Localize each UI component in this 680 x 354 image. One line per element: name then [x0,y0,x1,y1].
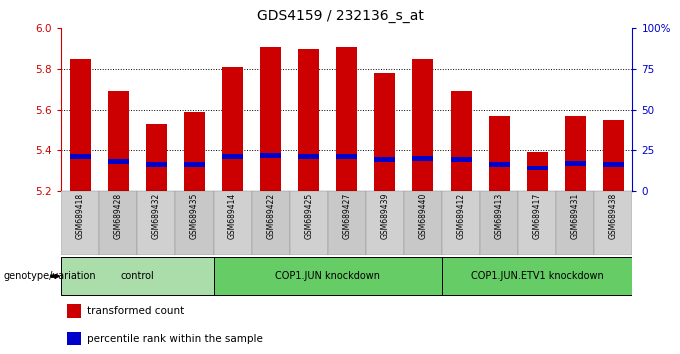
Bar [565,161,585,166]
Text: control: control [120,271,154,281]
Bar [61,191,99,255]
Bar [99,191,137,255]
Text: GSM689418: GSM689418 [75,193,85,239]
Bar [222,154,243,159]
Bar [413,59,433,191]
Text: GSM689412: GSM689412 [456,193,466,239]
Bar [337,154,357,159]
Bar [137,191,175,255]
Bar [290,191,328,255]
Bar [603,162,624,167]
Bar [442,257,632,295]
Bar [260,47,281,191]
Bar [299,154,319,159]
Bar [527,166,547,170]
Bar [328,191,366,255]
Bar [366,191,404,255]
Text: genotype/variation: genotype/variation [3,271,96,281]
Bar [337,47,357,191]
Bar [146,162,167,167]
Bar [442,191,480,255]
Bar [451,158,471,162]
Bar [70,59,90,191]
Text: GSM689425: GSM689425 [304,193,313,239]
Text: GSM689439: GSM689439 [380,193,390,239]
Bar [108,91,129,191]
Text: COP1.JUN.ETV1 knockdown: COP1.JUN.ETV1 knockdown [471,271,604,281]
Text: GSM689413: GSM689413 [494,193,504,239]
Text: transformed count: transformed count [87,306,184,316]
Bar [556,191,594,255]
Bar [184,112,205,191]
Bar [175,191,214,255]
Bar [61,257,214,295]
Bar [603,120,624,191]
Text: GSM689422: GSM689422 [266,193,275,239]
Bar [413,156,433,161]
Bar [146,124,167,191]
Bar [260,153,281,158]
Bar [594,191,632,255]
Bar [480,191,518,255]
Bar [67,304,81,318]
Bar [67,332,81,345]
Bar [404,191,442,255]
Bar [214,257,442,295]
Bar [222,67,243,191]
Text: GSM689435: GSM689435 [190,193,199,239]
Text: GSM689438: GSM689438 [609,193,618,239]
Bar [70,154,90,159]
Bar [451,91,471,191]
Text: GSM689432: GSM689432 [152,193,161,239]
Bar [489,162,509,167]
Bar [184,162,205,167]
Bar [489,116,509,191]
Bar [375,73,395,191]
Bar [299,48,319,191]
Text: GDS4159 / 232136_s_at: GDS4159 / 232136_s_at [256,9,424,23]
Text: percentile rank within the sample: percentile rank within the sample [87,333,262,343]
Bar [108,159,129,164]
Text: GSM689414: GSM689414 [228,193,237,239]
Bar [527,153,547,191]
Text: GSM689428: GSM689428 [114,193,123,239]
Text: GSM689417: GSM689417 [532,193,542,239]
Bar [214,191,252,255]
Text: GSM689431: GSM689431 [571,193,580,239]
Text: GSM689427: GSM689427 [342,193,352,239]
Bar [252,191,290,255]
Bar [518,191,556,255]
Bar [375,158,395,162]
Bar [565,116,585,191]
Text: GSM689440: GSM689440 [418,193,428,239]
Text: COP1.JUN knockdown: COP1.JUN knockdown [275,271,380,281]
